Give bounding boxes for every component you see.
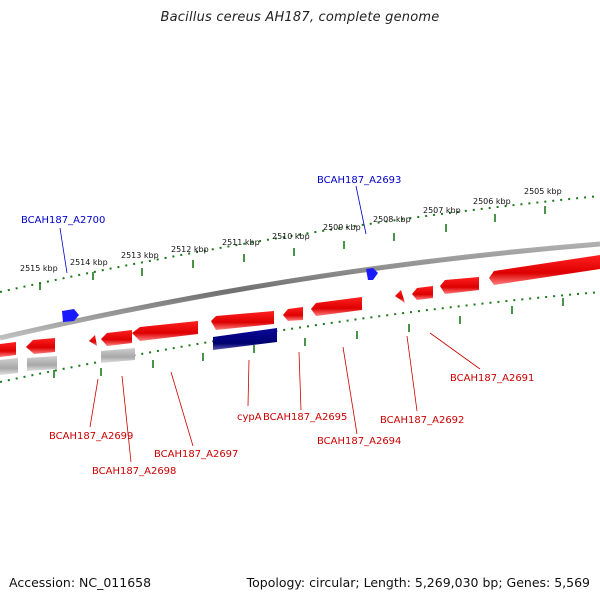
kbp-labels: 2515 kbp 2514 kbp 2513 kbp 2512 kbp 2511… xyxy=(20,187,562,273)
gene-bcah187-a2692[interactable] xyxy=(412,286,433,300)
kbp-label: 2512 kbp xyxy=(171,245,209,254)
gene-bcah187-a2698[interactable] xyxy=(101,330,132,346)
top-labels: BCAH187_A2700 BCAH187_A2693 xyxy=(21,175,401,226)
forward-genes xyxy=(62,268,378,322)
kbp-label: 2510 kbp xyxy=(272,232,310,241)
gene-label-bcah187-a2699[interactable]: BCAH187_A2699 xyxy=(49,431,133,442)
gene-fragment-left[interactable] xyxy=(0,342,16,357)
kbp-label: 2509 kbp xyxy=(323,223,361,232)
gene-label-bcah187-a2693[interactable]: BCAH187_A2693 xyxy=(317,175,401,186)
reverse-genes xyxy=(0,255,600,357)
pseudo-gene[interactable] xyxy=(101,348,135,363)
genome-backbone xyxy=(0,241,600,341)
kbp-label: 2514 kbp xyxy=(70,258,108,267)
gene-cypa[interactable] xyxy=(213,328,277,350)
gene-bcah187-a2692b[interactable] xyxy=(440,277,479,294)
kbp-label: 2506 kbp xyxy=(473,197,511,206)
gene-label-bcah187-a2694[interactable]: BCAH187_A2694 xyxy=(317,436,401,447)
kbp-label: 2507 kbp xyxy=(423,206,461,215)
gene-bcah187-a2696[interactable] xyxy=(211,311,274,330)
pseudo-genes xyxy=(0,348,135,375)
gene-bcah187-a2693[interactable] xyxy=(366,268,378,280)
map-title: Bacillus cereus AH187, complete genome xyxy=(160,10,440,25)
bottom-label-connectors xyxy=(89,332,481,463)
gene-bcah187-a2700[interactable] xyxy=(62,309,79,322)
gene-small[interactable] xyxy=(395,290,405,303)
inner-major-ticks xyxy=(53,298,564,378)
gene-label-bcah187-a2692[interactable]: BCAH187_A2692 xyxy=(380,415,464,426)
pseudo-gene[interactable] xyxy=(0,358,18,375)
gene-bcah187-a2691[interactable] xyxy=(489,255,600,285)
gene-label-bcah187-a2697[interactable]: BCAH187_A2697 xyxy=(154,449,238,460)
gene-label-cypa[interactable]: cypA xyxy=(237,412,262,423)
gene-label-bcah187-a2695[interactable]: BCAH187_A2695 xyxy=(263,412,347,423)
gene-red[interactable] xyxy=(26,338,55,354)
kbp-label: 2513 kbp xyxy=(121,251,159,260)
inner-scale-line xyxy=(0,291,600,383)
kbp-label: 2515 kbp xyxy=(20,264,58,273)
gene-label-bcah187-a2698[interactable]: BCAH187_A2698 xyxy=(92,466,176,477)
gene-label-bcah187-a2700[interactable]: BCAH187_A2700 xyxy=(21,215,105,226)
accession-text: Accession: NC_011658 xyxy=(9,575,152,590)
pseudo-gene[interactable] xyxy=(27,356,57,371)
top-label-connectors xyxy=(59,185,367,274)
kbp-label: 2508 kbp xyxy=(373,215,411,224)
kbp-label: 2511 kbp xyxy=(222,238,260,247)
bottom-labels: BCAH187_A2699 BCAH187_A2698 BCAH187_A269… xyxy=(49,373,534,477)
topology-summary: Topology: circular; Length: 5,269,030 bp… xyxy=(246,575,590,590)
gene-bcah187-a2697[interactable] xyxy=(132,321,198,341)
gene-label-bcah187-a2691[interactable]: BCAH187_A2691 xyxy=(450,373,534,384)
outer-major-ticks xyxy=(39,206,546,290)
outer-scale-line xyxy=(0,195,600,293)
gene-bcah187-a2699[interactable] xyxy=(89,335,97,346)
gene-bcah187-a2694[interactable] xyxy=(311,297,362,316)
kbp-label: 2505 kbp xyxy=(524,187,562,196)
gene-bcah187-a2695[interactable] xyxy=(283,307,303,321)
